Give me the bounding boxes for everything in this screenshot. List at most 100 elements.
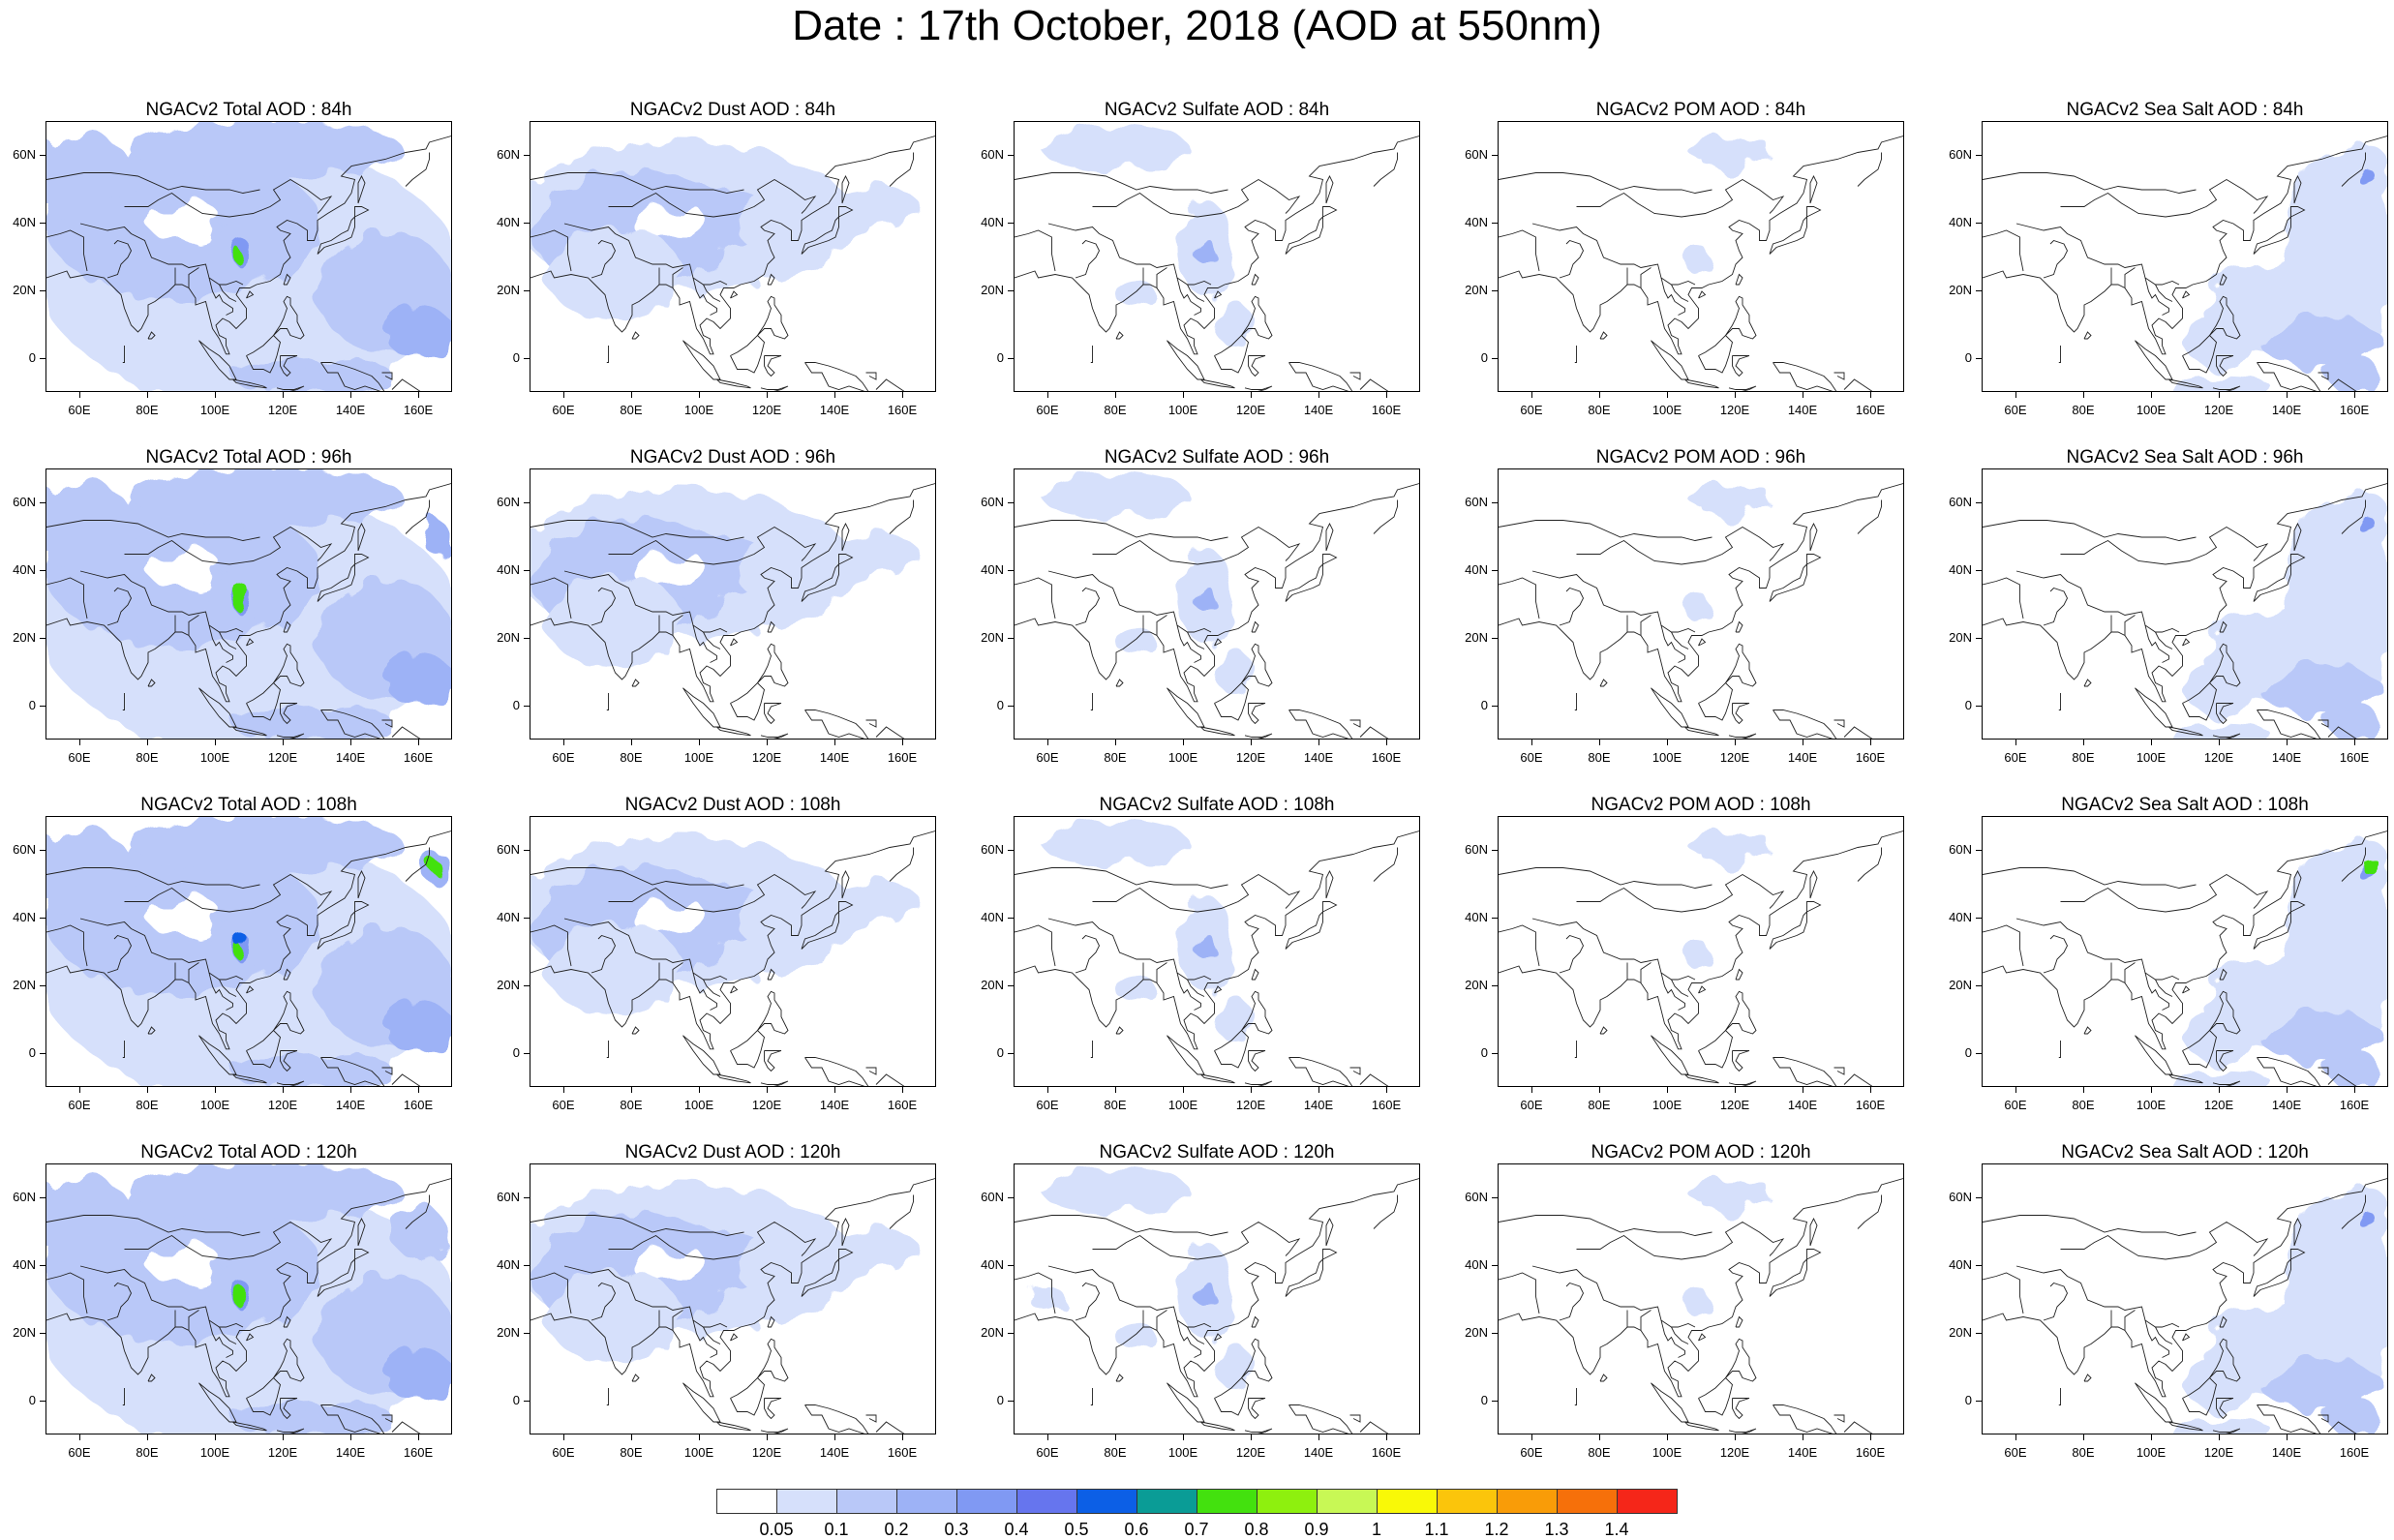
coastline — [865, 1414, 877, 1423]
lon-tick — [418, 740, 419, 745]
coastline — [1359, 726, 1389, 739]
map-svg — [1983, 483, 2387, 739]
coastline — [1576, 178, 1785, 218]
coastline — [2155, 979, 2173, 997]
coastlines — [1499, 1178, 1903, 1434]
coastline — [1806, 1249, 1822, 1260]
aod-contour-region — [1682, 1286, 1709, 1314]
lat-tick — [524, 223, 530, 224]
coastline — [46, 867, 260, 889]
coastline — [1015, 520, 1228, 541]
panel-title: NGACv2 Dust AOD : 108h — [624, 795, 841, 815]
coastline — [1322, 901, 1338, 913]
aod-field — [46, 817, 451, 1086]
lon-tick — [1870, 392, 1871, 398]
colorbar-swatch — [1557, 1489, 1618, 1514]
coastline — [2293, 869, 2302, 899]
lon-tick — [902, 392, 903, 398]
lon-label: 80E — [2072, 1098, 2095, 1112]
coastline — [865, 372, 877, 380]
aod-contour-region — [1112, 973, 1154, 1000]
aod-contour-region — [178, 551, 220, 578]
aod-field — [2168, 1188, 2387, 1434]
coastline — [1671, 979, 1689, 997]
lat-tick — [524, 706, 530, 707]
lat-label: 40N — [981, 562, 1004, 577]
coastline — [1288, 1404, 1353, 1434]
coastline — [1325, 1217, 1334, 1247]
coastline — [767, 620, 775, 633]
lon-label: 60E — [2004, 403, 2027, 417]
aod-contour-region — [1194, 237, 1215, 264]
coastline — [354, 901, 370, 913]
coastline — [1214, 334, 1249, 374]
coastline — [1640, 1310, 1652, 1331]
coastline — [122, 346, 125, 363]
lon-tick — [2219, 392, 2220, 398]
lat-label: 40N — [1949, 562, 1972, 577]
lon-tick — [2287, 392, 2288, 398]
coastline — [106, 587, 133, 626]
lat-tick — [1976, 918, 1982, 919]
coastline — [1559, 1282, 1585, 1321]
coastline — [1599, 679, 1608, 687]
coastline — [2257, 710, 2321, 739]
lat-label: 60N — [1465, 1190, 1488, 1204]
aod-map — [1982, 1163, 2388, 1434]
coastline — [2219, 620, 2227, 633]
aod-field — [1042, 129, 1256, 346]
coastline — [1499, 924, 1540, 967]
coastline — [838, 206, 854, 218]
lon-tick — [1870, 1434, 1871, 1440]
coastline — [2124, 962, 2136, 983]
coastline — [631, 331, 640, 340]
coastline — [2015, 223, 2180, 286]
coastline — [79, 570, 244, 633]
aod-contour-region — [818, 881, 921, 922]
coastline — [1499, 830, 1903, 1050]
lon-tick — [2354, 1087, 2355, 1093]
lat-tick — [40, 155, 45, 156]
coastline — [405, 499, 430, 534]
aod-contour-region — [2328, 359, 2382, 391]
lat-tick — [1976, 570, 1982, 571]
coastline — [1574, 346, 1577, 363]
coastline — [219, 979, 237, 997]
lon-label: 140E — [1303, 403, 1334, 417]
panel-title: NGACv2 POM AOD : 84h — [1595, 100, 1806, 120]
coastline — [730, 638, 739, 647]
coastline — [2212, 1428, 2241, 1434]
panel-title: NGACv2 Sulfate AOD : 108h — [1099, 795, 1335, 815]
lon-tick — [215, 1087, 216, 1093]
lat-tick — [1008, 1265, 1014, 1266]
coastline — [1684, 726, 1719, 737]
lon-tick — [563, 740, 564, 745]
lat-tick — [40, 1053, 45, 1054]
coastline — [1531, 223, 1696, 286]
lon-tick — [1386, 392, 1387, 398]
coastline — [1322, 1249, 1338, 1260]
lat-tick — [1976, 290, 1982, 291]
coastline — [1499, 1178, 1903, 1398]
coastline — [2015, 1265, 2180, 1328]
lon-tick — [1599, 1434, 1600, 1440]
lat-label: 40N — [13, 562, 36, 577]
coastline — [1773, 710, 1837, 739]
coastline — [1373, 847, 1398, 882]
lon-label: 140E — [335, 403, 366, 417]
lat-label: 60N — [1949, 147, 1972, 162]
lat-tick — [1492, 1197, 1498, 1198]
coastline — [2060, 1221, 2269, 1260]
lon-tick — [418, 1434, 419, 1440]
lon-label: 140E — [819, 1098, 850, 1112]
lon-tick — [1386, 740, 1387, 745]
coastline — [1075, 239, 1101, 279]
lat-tick — [40, 1401, 45, 1402]
coastline — [1115, 1374, 1124, 1382]
aod-map — [1982, 468, 2388, 740]
coastlines — [1983, 830, 2387, 1086]
coastline — [530, 867, 744, 889]
lon-label: 140E — [1303, 750, 1334, 765]
lon-tick — [283, 1434, 284, 1440]
lat-tick — [1492, 155, 1498, 156]
